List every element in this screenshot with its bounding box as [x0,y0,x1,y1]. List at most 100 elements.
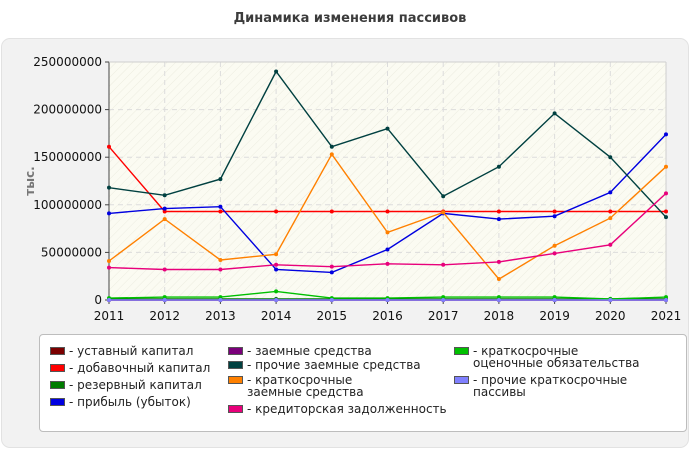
data-point [162,267,167,272]
data-point [385,126,390,131]
data-point [218,258,223,263]
data-point [552,209,557,214]
data-point [608,298,613,302]
data-point [107,265,111,270]
x-tick-label: 2011 [94,309,125,323]
data-point [496,217,501,222]
data-point [664,209,668,214]
data-point [664,295,668,300]
data-point [664,215,668,220]
data-point [162,298,167,302]
y-tick-label: 150000000 [33,150,102,164]
data-point [552,298,557,302]
legend-item: - кредиторская задолженность [228,401,448,415]
y-tick-label: 100000000 [33,198,102,212]
data-point [329,209,334,214]
data-point [441,295,446,300]
legend-label: - краткосрочные оценочные обязательства [473,344,640,370]
data-point [162,193,167,198]
legend-label: - прибыль (убыток) [69,395,191,409]
data-point [441,298,446,302]
legend-label: - прочие краткосрочные пассивы [473,373,628,399]
series-2 [107,144,668,214]
data-point [329,298,334,302]
legend-item: - прочие заемные средства [228,357,448,371]
series-7 [107,152,668,282]
x-tick-label: 2015 [317,309,348,323]
data-point [552,251,557,256]
legend-swatch [50,398,65,406]
legend-swatch [50,381,65,389]
y-tick-label: 200000000 [33,103,102,117]
legend-label: - заемные средства [247,344,372,358]
data-point [496,295,501,300]
legend-item: - добавочный капитал [50,360,270,374]
legend-swatch [228,405,243,413]
legend-label: - прочие заемные средства [247,358,421,372]
data-point [441,262,446,267]
data-point [218,267,223,272]
legend-swatch [228,376,243,384]
legend-swatch [454,347,469,355]
chart-legend: - уставный капитал - добавочный капитал - … [39,334,687,432]
data-point [274,69,279,74]
data-point [162,209,167,214]
legend-item: - прочие краткосрочные пассивы [454,372,654,398]
data-point [664,132,668,137]
legend-label: - кредиторская задолженность [247,402,447,416]
data-point [274,289,279,294]
data-point [218,204,223,209]
series-8 [107,191,668,272]
y-tick-label: 0 [94,293,102,307]
legend-label: - резервный капитал [69,378,202,392]
data-point [496,209,501,214]
data-point [218,209,223,214]
data-point [274,267,279,272]
data-point [552,243,557,248]
x-tick-label: 2017 [428,309,459,323]
data-point [218,177,223,182]
y-axis-label: тыс. [23,166,37,195]
data-point [608,190,613,195]
legend-swatch [50,364,65,372]
x-tick-label: 2016 [372,309,403,323]
data-point [552,111,557,116]
legend-item: - краткосрочные заемные средства [228,372,448,398]
data-point [552,214,557,219]
x-tick-label: 2013 [205,309,236,323]
data-point [608,209,613,214]
data-point [329,152,334,157]
data-point [274,298,279,302]
data-point [329,144,334,149]
data-point [552,295,557,300]
series-10 [107,298,668,302]
x-tick-label: 2019 [539,309,570,323]
data-point [441,194,446,199]
legend-label: - добавочный капитал [69,361,211,375]
data-point [107,258,111,263]
x-tick-label: 2020 [595,309,626,323]
data-point [162,217,167,222]
data-point [496,259,501,264]
data-point [218,295,223,300]
data-point [608,216,613,221]
legend-label: - уставный капитал [69,344,194,358]
data-point [107,185,111,190]
series-6 [107,69,668,220]
data-point [496,298,501,302]
chart-title: Динамика изменения пассивов [233,11,467,26]
data-point [329,270,334,275]
legend-swatch [454,376,469,384]
x-tick-label: 2018 [484,309,515,323]
x-tick-label: 2012 [149,309,180,323]
data-point [664,298,668,302]
data-point [107,211,111,216]
data-point [162,206,167,211]
y-tick-label: 50000000 [41,245,102,259]
x-tick-label: 2021 [651,309,682,323]
data-point [274,209,279,214]
data-point [664,191,668,196]
data-point [162,295,167,300]
legend-swatch [50,347,65,355]
